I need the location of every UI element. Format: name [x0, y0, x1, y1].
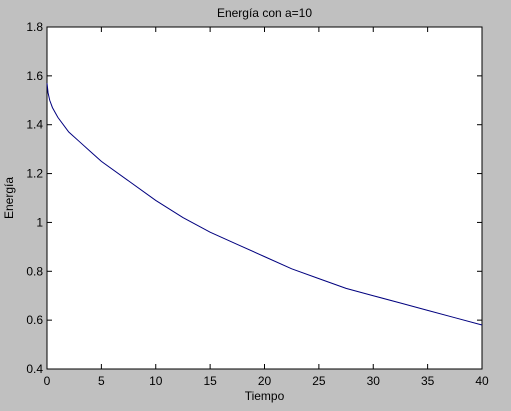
x-tick-label: 20	[258, 374, 272, 388]
y-tick-label: 0.4	[26, 362, 43, 376]
x-tick-label: 5	[98, 374, 105, 388]
y-tick-label: 0.6	[26, 313, 43, 327]
y-tick-label: 0.8	[26, 264, 43, 278]
plot-area	[46, 26, 483, 370]
y-tick-label: 1.4	[26, 118, 43, 132]
x-tick-label: 0	[44, 374, 51, 388]
x-tick-label: 40	[475, 374, 489, 388]
x-axis-label: Tiempo	[245, 389, 285, 403]
x-tick-label: 30	[367, 374, 381, 388]
y-tick-label: 1.2	[26, 167, 43, 181]
y-tick-label: 1.8	[26, 20, 43, 34]
y-tick-label: 1	[36, 215, 43, 229]
x-tick-label: 10	[149, 374, 163, 388]
x-tick-label: 25	[312, 374, 326, 388]
energy-series-line	[46, 83, 483, 326]
x-tick-label: 15	[203, 374, 217, 388]
y-axis-label: Energía	[2, 177, 16, 219]
x-tick-label: 35	[421, 374, 435, 388]
chart-title: Energía con a=10	[217, 6, 312, 20]
y-tick-label: 1.6	[26, 69, 43, 83]
